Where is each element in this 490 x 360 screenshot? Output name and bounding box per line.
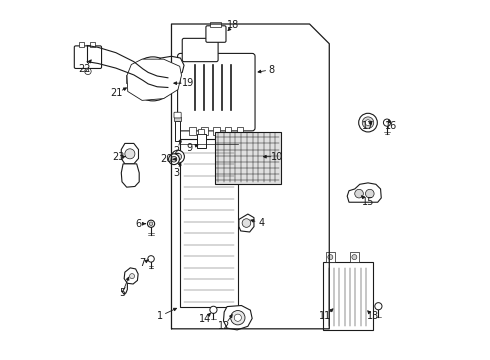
Text: 17: 17	[362, 121, 374, 131]
Circle shape	[234, 314, 242, 321]
Bar	[126, 75, 132, 83]
FancyBboxPatch shape	[177, 53, 255, 131]
Polygon shape	[122, 143, 139, 164]
Circle shape	[174, 153, 181, 160]
Bar	[190, 127, 196, 135]
Bar	[225, 127, 231, 135]
Text: 15: 15	[362, 197, 374, 207]
Polygon shape	[155, 56, 184, 77]
Text: 13: 13	[367, 311, 379, 321]
Bar	[210, 22, 221, 27]
Circle shape	[383, 119, 391, 126]
Circle shape	[147, 220, 155, 227]
Text: 16: 16	[385, 121, 397, 131]
Text: 20: 20	[161, 154, 173, 164]
Circle shape	[352, 255, 357, 260]
Text: 10: 10	[271, 152, 283, 162]
Polygon shape	[239, 214, 254, 232]
Circle shape	[148, 256, 154, 262]
Bar	[197, 129, 204, 134]
Circle shape	[328, 255, 333, 260]
Bar	[323, 262, 373, 330]
Circle shape	[375, 303, 382, 310]
Bar	[90, 42, 96, 47]
FancyBboxPatch shape	[174, 112, 181, 118]
Bar	[175, 121, 180, 140]
Circle shape	[231, 311, 245, 325]
Text: 21: 21	[110, 88, 123, 98]
Text: 19: 19	[181, 78, 194, 88]
Bar	[201, 127, 208, 135]
Polygon shape	[127, 59, 181, 100]
Bar	[213, 127, 220, 135]
Circle shape	[131, 57, 175, 101]
Text: 18: 18	[227, 20, 240, 30]
Bar	[326, 252, 335, 262]
Circle shape	[355, 189, 364, 198]
Text: 3: 3	[174, 168, 180, 178]
Text: 5: 5	[119, 288, 125, 298]
Circle shape	[134, 60, 172, 98]
Bar	[350, 252, 359, 262]
Text: 11: 11	[319, 311, 331, 321]
Circle shape	[366, 189, 374, 198]
Text: 14: 14	[199, 314, 211, 324]
Circle shape	[129, 274, 135, 279]
Bar	[173, 75, 180, 83]
Circle shape	[125, 149, 135, 159]
Circle shape	[210, 306, 217, 314]
Bar	[78, 42, 84, 47]
Bar	[215, 132, 281, 184]
Circle shape	[171, 156, 177, 162]
Text: 23: 23	[113, 152, 125, 162]
Text: 7: 7	[140, 258, 146, 268]
Polygon shape	[223, 306, 252, 330]
Bar	[174, 117, 181, 121]
Text: 1: 1	[157, 311, 163, 321]
Text: 6: 6	[136, 219, 142, 229]
Text: 9: 9	[186, 143, 193, 153]
Circle shape	[362, 117, 374, 129]
Text: 22: 22	[78, 64, 91, 74]
Circle shape	[365, 120, 371, 126]
Circle shape	[165, 63, 172, 70]
FancyBboxPatch shape	[182, 39, 218, 62]
Circle shape	[359, 113, 377, 132]
FancyBboxPatch shape	[206, 26, 226, 42]
FancyBboxPatch shape	[74, 46, 101, 68]
Bar	[237, 127, 243, 135]
Circle shape	[172, 150, 184, 163]
Circle shape	[242, 219, 251, 227]
Circle shape	[85, 68, 91, 75]
Polygon shape	[347, 183, 381, 202]
Polygon shape	[124, 268, 138, 284]
Text: 12: 12	[218, 321, 230, 331]
Polygon shape	[122, 164, 139, 187]
Circle shape	[169, 154, 179, 165]
Bar	[196, 134, 205, 148]
Text: 8: 8	[269, 64, 275, 75]
Text: 2: 2	[174, 146, 180, 156]
Circle shape	[144, 69, 162, 88]
Circle shape	[149, 222, 153, 226]
Bar	[180, 139, 238, 307]
Text: 4: 4	[258, 218, 264, 228]
